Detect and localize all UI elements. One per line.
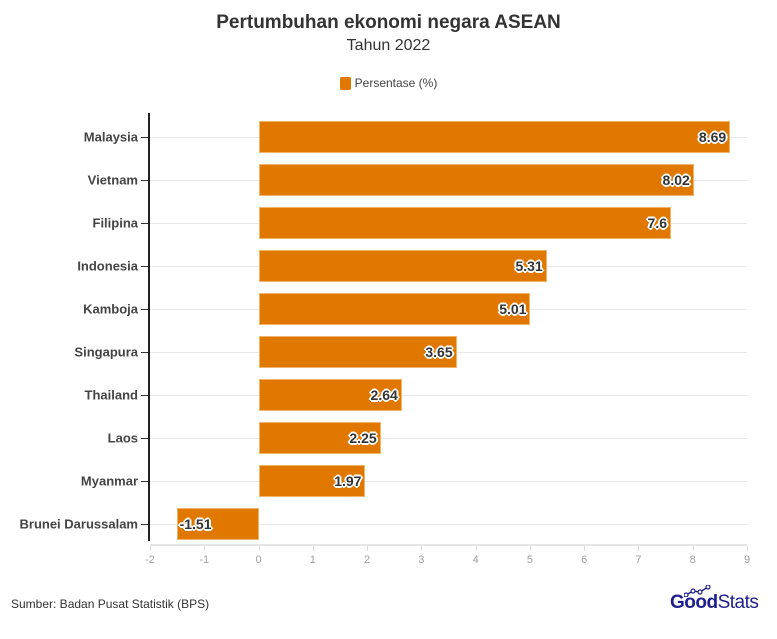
x-tick xyxy=(747,546,748,551)
gridline xyxy=(150,395,747,396)
y-axis-label: Brunei Darussalam xyxy=(19,516,139,532)
y-axis-label: Malaysia xyxy=(83,129,138,145)
y-tick xyxy=(141,309,148,310)
gridline xyxy=(150,438,747,439)
x-axis-line xyxy=(150,544,747,546)
y-axis-label: Kamboja xyxy=(83,301,138,317)
source-note: Sumber: Badan Pusat Statistik (BPS) xyxy=(11,597,210,611)
chart-line-icon xyxy=(684,585,711,597)
bar-value-label: 1.97 xyxy=(334,473,362,489)
x-axis-label: 4 xyxy=(472,554,479,566)
x-tick xyxy=(204,546,206,551)
bar-value-label: 3.65 xyxy=(425,344,453,360)
y-tick xyxy=(141,137,148,138)
y-axis-label: Thailand xyxy=(84,387,138,403)
x-axis-label: 7 xyxy=(635,554,642,566)
bar[interactable]: 7.6 xyxy=(258,207,671,239)
bar-value-label: 2.25 xyxy=(349,430,377,446)
x-tick xyxy=(258,546,260,551)
legend-label[interactable]: Persentase (%) xyxy=(354,76,438,90)
bar[interactable]: 8.02 xyxy=(258,164,694,196)
bar-value-label: 5.01 xyxy=(499,301,527,317)
chart-subtitle: Tahun 2022 xyxy=(346,37,431,54)
bar[interactable]: 5.31 xyxy=(258,250,547,282)
x-axis-label: 2 xyxy=(364,554,371,566)
x-axis-label: 3 xyxy=(418,554,425,566)
y-tick xyxy=(141,524,148,525)
y-axis-label: Vietnam xyxy=(87,172,138,188)
bar-value-label: 2.64 xyxy=(370,387,398,403)
x-axis-label: 1 xyxy=(309,554,316,566)
bar[interactable]: 5.01 xyxy=(258,293,531,325)
x-axis-label: -1 xyxy=(199,554,210,566)
y-tick xyxy=(141,352,148,353)
x-tick xyxy=(638,546,640,551)
y-axis-label: Laos xyxy=(107,430,138,446)
bar-value-label: 8.69 xyxy=(698,129,727,145)
x-axis-label: -2 xyxy=(145,554,155,566)
legend: Persentase (%) xyxy=(0,76,777,90)
y-axis-label: Indonesia xyxy=(77,258,138,274)
x-tick xyxy=(421,546,423,551)
bar-value-label: -1.51 xyxy=(179,516,212,532)
bar[interactable]: 1.97 xyxy=(258,465,366,497)
y-tick xyxy=(141,266,148,267)
gridline xyxy=(150,524,747,525)
plot-area: Malaysia 8.69 Vietnam 8.02 Filipina 7.6 Indone… xyxy=(19,113,751,566)
goodstats-logo: GoodStats xyxy=(670,585,759,614)
bar-value-label: 5.31 xyxy=(515,258,543,274)
x-tick xyxy=(475,546,477,551)
bar[interactable]: 3.65 xyxy=(258,336,457,368)
x-axis-label: 6 xyxy=(581,554,588,566)
bar-value-label: 7.6 xyxy=(647,215,667,231)
legend-swatch[interactable] xyxy=(339,76,351,90)
gridline xyxy=(150,481,747,482)
bar[interactable]: -1.51 xyxy=(176,508,259,540)
y-axis-label: Filipina xyxy=(92,215,139,231)
y-axis-label: Singapura xyxy=(74,344,138,360)
x-tick xyxy=(584,546,586,551)
logo-text-light: Stats xyxy=(717,592,759,613)
y-axis-line xyxy=(148,113,150,541)
bar[interactable]: 2.25 xyxy=(258,422,381,454)
y-axis-label: Myanmar xyxy=(80,473,138,489)
bar[interactable]: 8.69 xyxy=(258,121,731,153)
x-axis-label: 0 xyxy=(255,554,262,566)
y-tick xyxy=(141,180,148,181)
bar[interactable]: 2.64 xyxy=(258,379,402,411)
bar-value-label: 8.02 xyxy=(662,172,690,188)
x-tick xyxy=(150,546,151,551)
x-axis-label: 5 xyxy=(526,554,533,566)
logo-text-bold: Good xyxy=(670,592,718,613)
y-tick xyxy=(141,223,148,224)
y-tick xyxy=(141,438,148,439)
y-tick xyxy=(141,395,148,396)
x-axis-label: 8 xyxy=(689,554,696,566)
x-axis-label: 9 xyxy=(743,554,751,566)
x-tick xyxy=(312,546,314,551)
y-tick xyxy=(141,481,148,482)
x-tick xyxy=(692,546,694,551)
x-tick xyxy=(529,546,531,551)
chart-title: Pertumbuhan ekonomi negara ASEAN xyxy=(216,12,561,33)
x-tick xyxy=(367,546,369,551)
